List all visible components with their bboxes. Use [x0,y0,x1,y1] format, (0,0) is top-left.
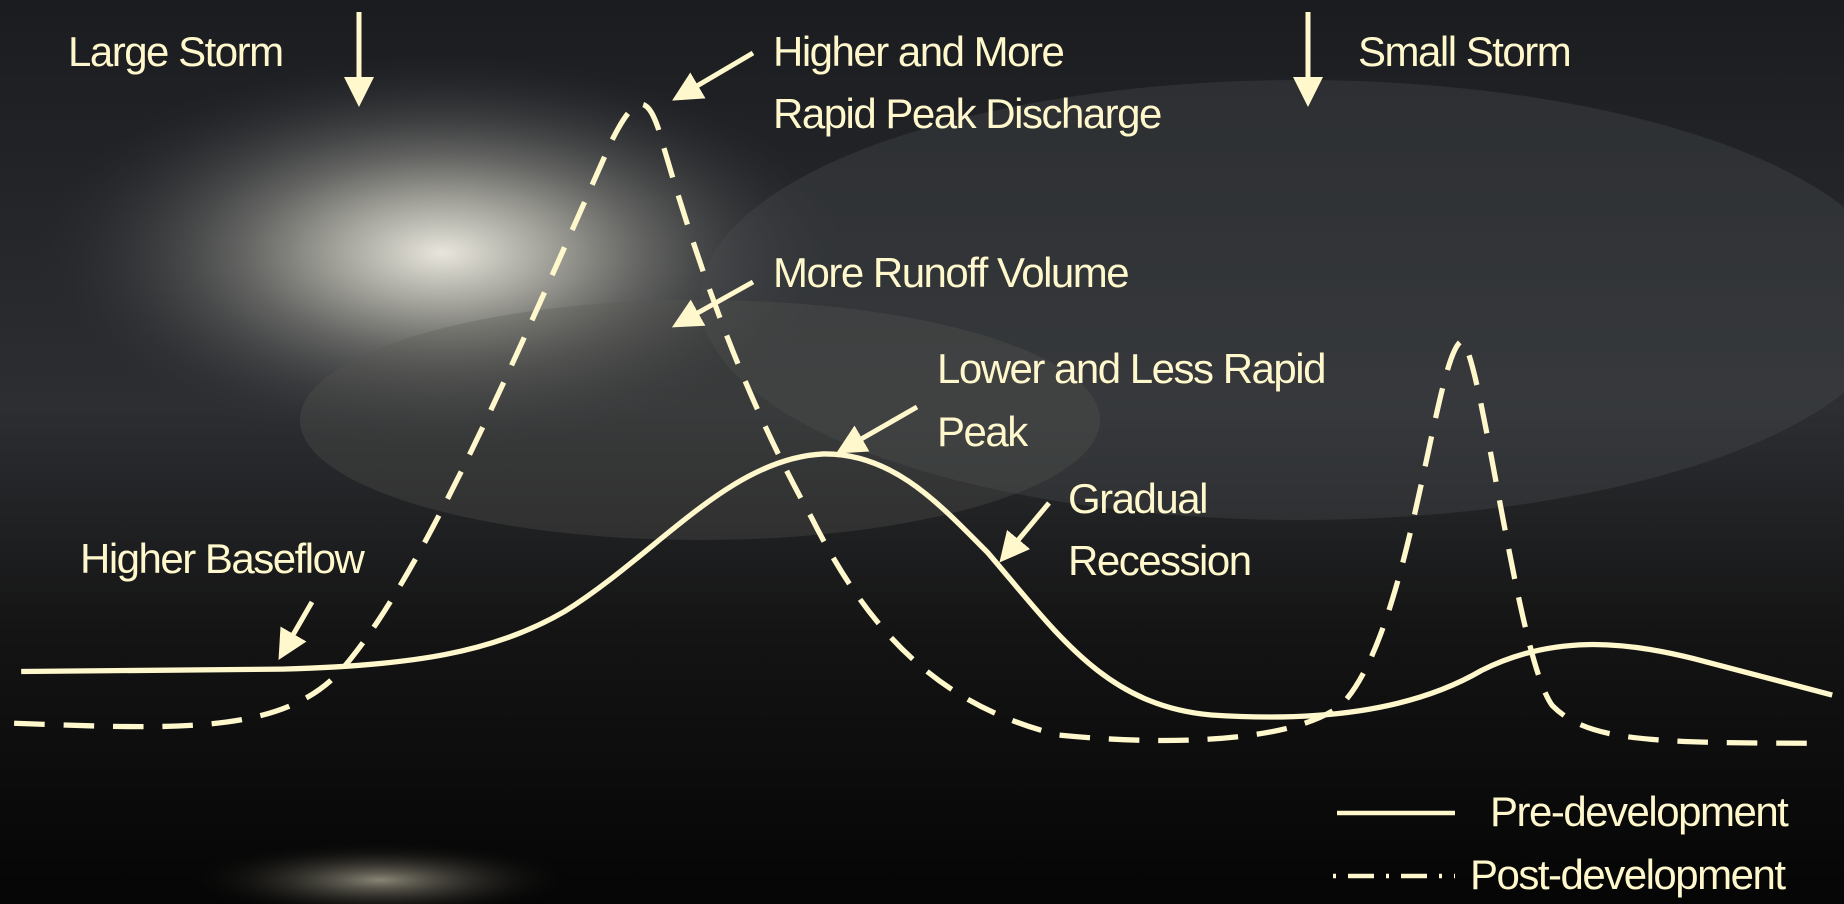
label: Lower and Less Rapid [937,345,1325,392]
cloud [300,300,1100,540]
post-development-curve [14,101,1823,746]
label: More Runoff Volume [773,249,1128,296]
label: Higher Baseflow [80,535,365,582]
legend-label: Pre-development [1490,788,1789,835]
legend-label: Post-development [1470,851,1786,898]
label: Rapid Peak Discharge [773,90,1161,137]
label: Gradual [1068,475,1207,522]
cloud [700,80,1844,520]
label: Small Storm [1358,28,1570,75]
arrow [835,404,919,454]
legend: Pre-development Post-development [1333,788,1791,898]
label: Recession [1068,537,1251,584]
arrow [999,501,1051,563]
arrow [672,50,755,101]
moon-reflection [180,840,580,904]
arrows [278,12,1323,660]
label: Peak [937,408,1029,455]
label: Higher and More [773,28,1063,75]
arrow [671,279,755,328]
pre-development-curve [21,451,1833,720]
label: Large Storm [68,28,283,75]
curves [14,101,1833,746]
arrow [278,600,315,660]
